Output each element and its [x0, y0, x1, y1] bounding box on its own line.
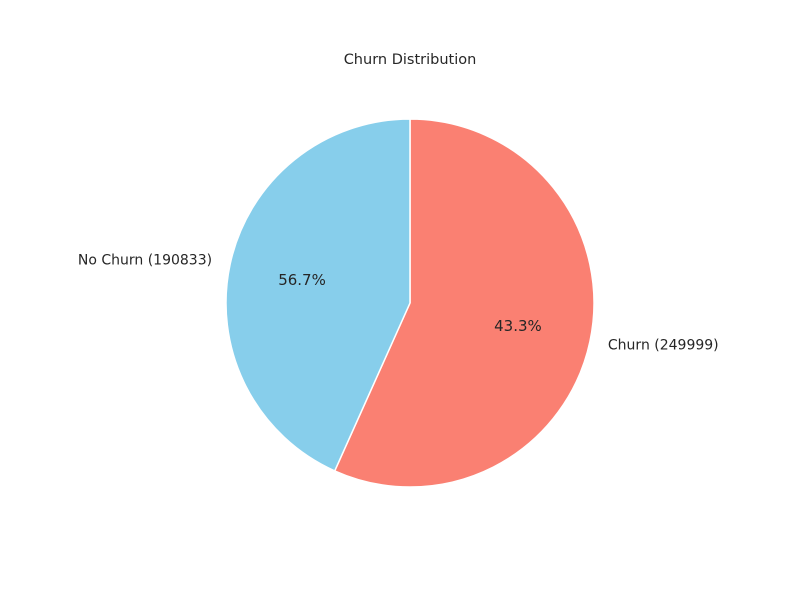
slice-percent-label: 56.7% [278, 271, 326, 289]
pie-slice-0 [333, 118, 595, 488]
slice-category-label: Churn (249999) [608, 337, 719, 353]
pie-slices [225, 118, 595, 488]
pie-labels: 43.3% Churn (249999) 56.7% No Churn (190833… [78, 253, 719, 354]
slice-percent-label: 43.3% [494, 317, 542, 335]
pie-slice-1 [225, 118, 411, 472]
slice-category-label: No Churn (190833) [78, 253, 212, 269]
chart-title: Churn Distribution [344, 52, 477, 68]
